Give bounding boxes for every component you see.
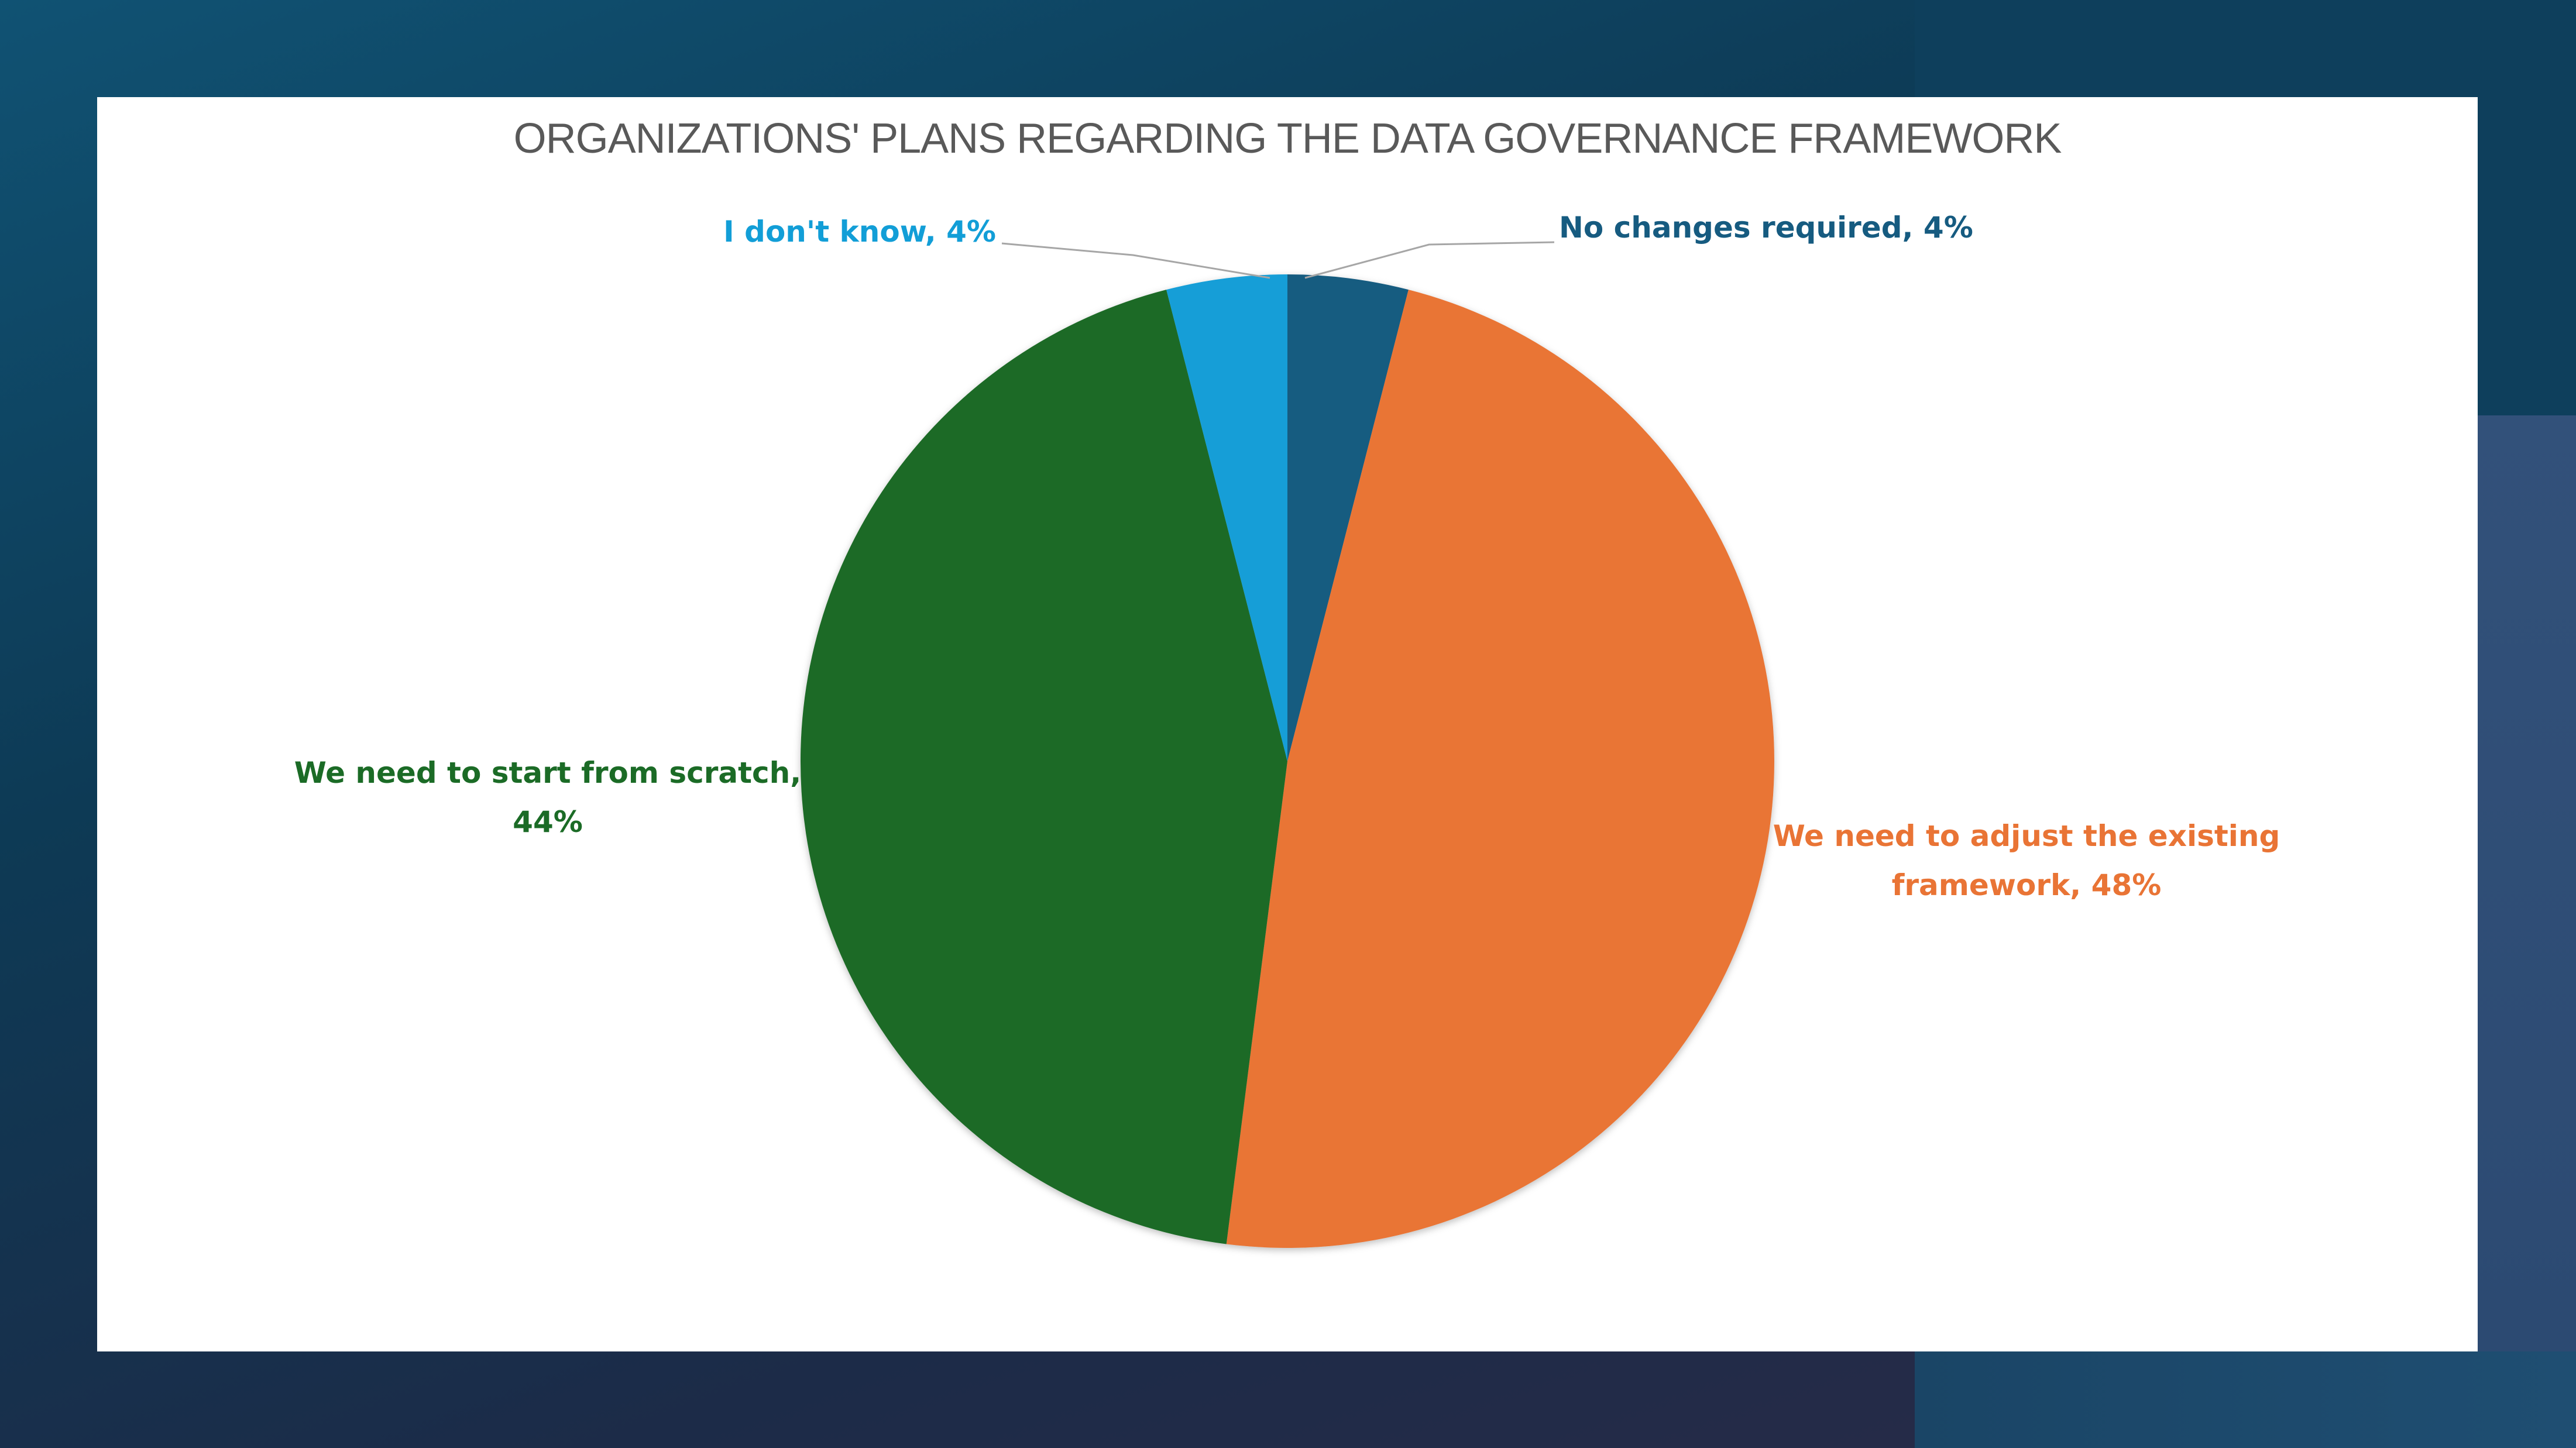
chart-panel: ORGANIZATIONS' PLANS REGARDING THE DATA … xyxy=(97,97,2478,1351)
data-label: I don't know, 4% xyxy=(723,215,996,249)
background-block-bottom-right xyxy=(1915,1351,2576,1448)
slice-start-from-scratch xyxy=(801,290,1287,1244)
leader-line xyxy=(1001,242,1270,279)
chart-title: ORGANIZATIONS' PLANS REGARDING THE DATA … xyxy=(513,115,2062,162)
slice-adjust-existing xyxy=(1226,290,1775,1248)
pie-chart: No changes required, 4% We need to adjust… xyxy=(294,211,2280,1248)
data-label: No changes required, 4% xyxy=(1559,211,1973,245)
leader-line xyxy=(1304,241,1555,279)
data-label: We need to start from scratch, 44% xyxy=(294,756,802,839)
slice-dont-know xyxy=(1166,274,1287,761)
slice-no-changes xyxy=(1287,274,1409,761)
data-label: We need to adjust the existing framework,… xyxy=(1773,819,2280,902)
